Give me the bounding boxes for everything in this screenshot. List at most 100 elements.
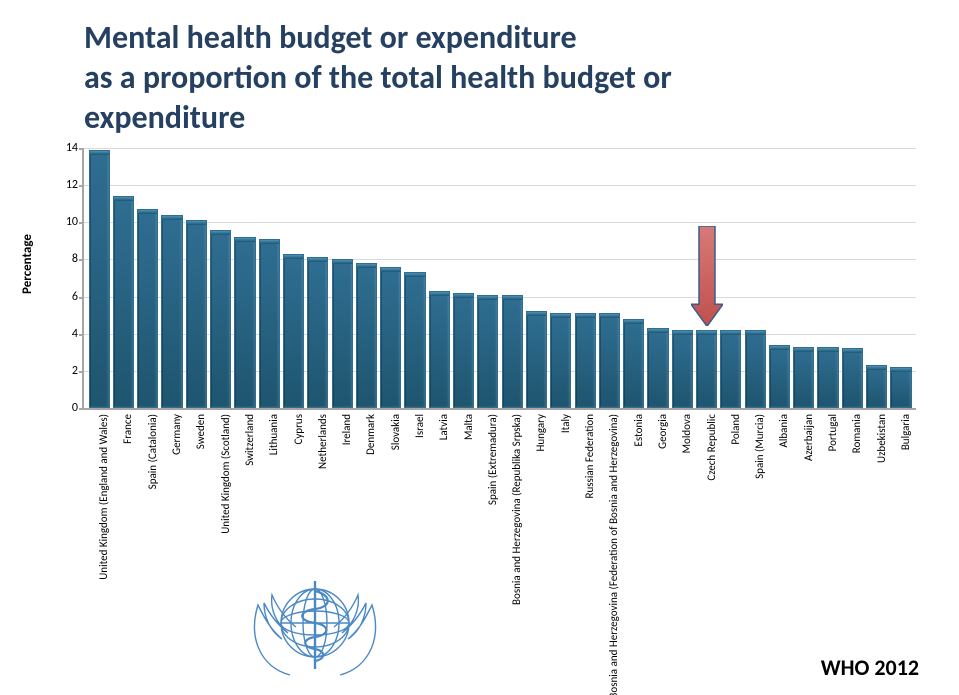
bar-slot [768, 148, 790, 408]
bar [842, 348, 863, 408]
bar [793, 347, 814, 408]
bar [161, 215, 182, 408]
x-axis-category-label: Netherlands [316, 414, 329, 469]
x-axis-category-label: Spain (Extremadura) [486, 414, 499, 505]
bar-slot [258, 148, 280, 408]
y-tick-mark [79, 334, 84, 336]
x-axis-category-label: Lithuania [267, 414, 280, 455]
y-tick-label: 4 [72, 328, 78, 340]
bar [745, 330, 766, 408]
bar [404, 272, 425, 408]
slide: Mental health budget or expenditure as a… [0, 0, 959, 695]
bar-slot [112, 148, 134, 408]
y-tick-label: 2 [72, 365, 78, 377]
bar [89, 150, 110, 408]
bar-slot [866, 148, 888, 408]
bar [696, 330, 717, 408]
x-axis-category-label: Bosnia and Herzegovina (Republika Srpska… [510, 414, 523, 605]
x-axis-category-label: Sweden [194, 414, 207, 449]
bar-slot [380, 148, 402, 408]
bar [283, 254, 304, 408]
x-axis-category-label: United Kingdom (England and Wales) [97, 414, 110, 580]
x-axis-category-label: Cyprus [292, 414, 305, 445]
bar-slot [477, 148, 499, 408]
x-axis-category-label: Denmark [364, 414, 377, 455]
bar-slot [452, 148, 474, 408]
bar [647, 328, 668, 408]
bar-slot [209, 148, 231, 408]
bar [307, 257, 328, 408]
bar [672, 330, 693, 408]
x-axis-category-label: Moldova [680, 414, 693, 453]
x-axis-category-label: Bosnia and Herzegovina (Federation of Bo… [607, 414, 620, 695]
y-tick-label: 14 [66, 142, 78, 154]
x-axis-category-label: Estonia [632, 414, 645, 447]
bar-slot [404, 148, 426, 408]
x-axis-category-label: Romania [850, 414, 863, 453]
x-axis-category-label: Hungary [534, 414, 547, 452]
x-axis-category-label: Latvia [437, 414, 450, 440]
x-axis-category-label: Israel [413, 414, 426, 438]
bar-slot [841, 148, 863, 408]
bar [599, 313, 620, 408]
bar [817, 347, 838, 408]
title-line-1: Mental health budget or expenditure [84, 18, 577, 57]
y-tick-mark [79, 222, 84, 224]
bars-container [88, 148, 912, 408]
bar [890, 367, 911, 408]
y-tick-mark [79, 408, 84, 410]
who-logo-icon [240, 557, 390, 687]
bar-chart: Percentage 02468101214 United Kingdom (E… [34, 144, 934, 564]
title-line-3: expenditure [84, 98, 245, 137]
x-axis-category-label: Russian Federation [583, 414, 596, 499]
bar-slot [137, 148, 159, 408]
title-line-2: as a proportion of the total health budg… [84, 58, 672, 97]
bar-slot [88, 148, 110, 408]
y-tick-label: 8 [72, 253, 78, 265]
bar [356, 263, 377, 408]
bar-slot [574, 148, 596, 408]
slide-title: Mental health budget or expenditure as a… [84, 18, 935, 138]
bar [453, 293, 474, 408]
x-axis-category-label: Uzbekistan [875, 414, 888, 463]
x-axis-category-label: Spain (Catalonia) [146, 414, 159, 489]
x-axis-category-label: Poland [729, 414, 742, 445]
bar-slot [331, 148, 353, 408]
y-tick-mark [79, 148, 84, 150]
bar [234, 237, 255, 408]
bar-slot [185, 148, 207, 408]
y-axis-label: Percentage [20, 234, 35, 294]
bar-slot [355, 148, 377, 408]
bar-slot [671, 148, 693, 408]
chart-plot-area: 02468101214 [82, 148, 916, 410]
bar-slot [428, 148, 450, 408]
bar [332, 259, 353, 408]
bar-slot [598, 148, 620, 408]
bar [210, 230, 231, 408]
x-axis-category-label: Germany [170, 414, 183, 455]
bar-slot [817, 148, 839, 408]
citation-text: WHO 2012 [821, 654, 919, 681]
bar [866, 365, 887, 408]
bar-slot [307, 148, 329, 408]
y-tick-label: 6 [72, 291, 78, 303]
bar-slot [744, 148, 766, 408]
x-axis-category-label: Czech Republic [705, 414, 718, 481]
y-tick-mark [79, 297, 84, 299]
bar [477, 295, 498, 408]
bar [502, 295, 523, 408]
bar-slot [720, 148, 742, 408]
bar-slot [161, 148, 183, 408]
bar-slot [550, 148, 572, 408]
bar-slot [525, 148, 547, 408]
bar [526, 311, 547, 408]
bar [623, 319, 644, 408]
x-axis-category-label: Switzerland [243, 414, 256, 466]
x-axis-category-label: Bulgaria [899, 414, 912, 450]
y-tick-label: 10 [66, 216, 78, 228]
y-tick-label: 12 [66, 179, 78, 191]
x-axis-category-label: Spain (Murcia) [753, 414, 766, 479]
x-axis-category-label: Albania [777, 414, 790, 448]
x-axis-category-label: Slovakia [389, 414, 402, 450]
x-axis-category-label: Malta [462, 414, 475, 440]
